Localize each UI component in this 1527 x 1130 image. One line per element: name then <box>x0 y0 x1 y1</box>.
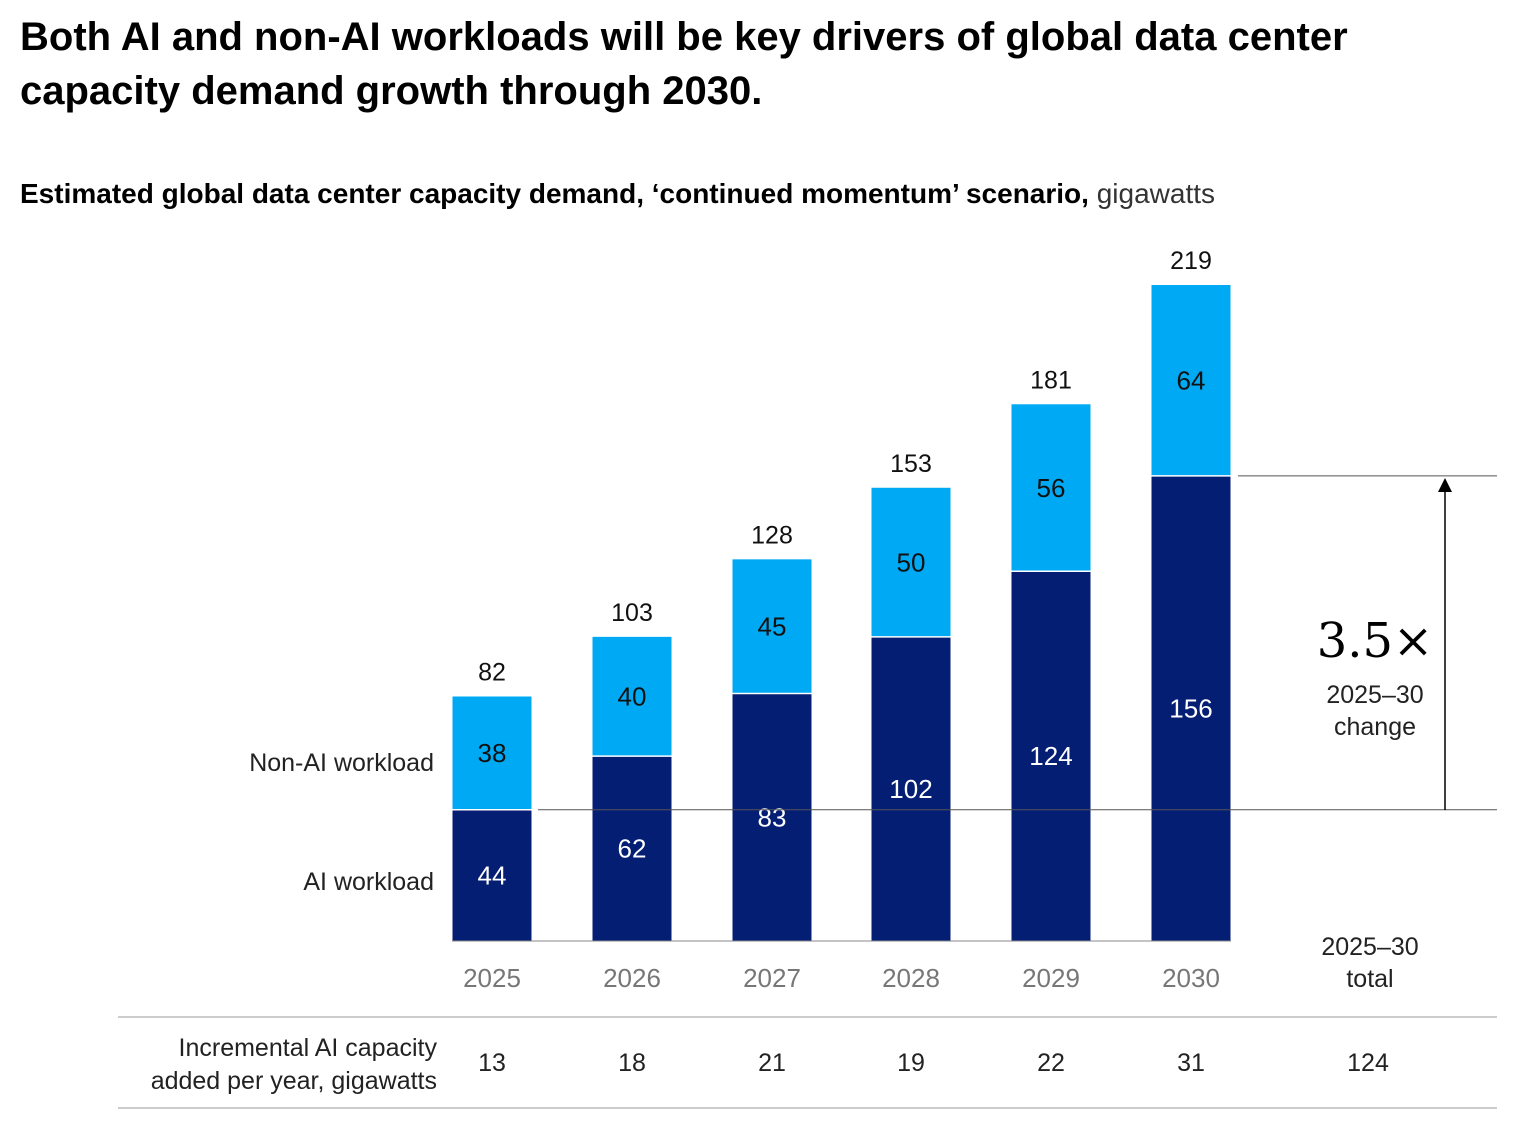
headline: Both AI and non-AI workloads will be key… <box>20 15 1348 113</box>
value-label-ai-2029: 124 <box>1029 741 1072 771</box>
bar-non-ai-2026 <box>592 636 672 757</box>
table-value-2028: 19 <box>897 1049 925 1077</box>
x-tick-label-2030: 2030 <box>1162 963 1220 993</box>
labels-group: 44 38 82 2025 62 40 103 2026 83 45 128 2027 102 50 153… <box>463 247 1220 993</box>
bar-non-ai-2029 <box>1011 404 1091 572</box>
total-label-2030: 219 <box>1170 247 1212 275</box>
total-label-2028: 153 <box>890 450 932 478</box>
bars-group <box>452 285 1231 941</box>
bar-ai-2030 <box>1151 475 1231 941</box>
arrow-up-icon <box>1438 478 1452 492</box>
chart-subtitle: Estimated global data center capacity de… <box>20 174 1510 214</box>
value-label-non-ai-2028: 50 <box>897 547 926 577</box>
value-label-ai-2025: 44 <box>478 860 507 890</box>
bar-ai-2028 <box>871 636 951 941</box>
change-multiplier: 3.5× <box>1317 613 1434 669</box>
bar-non-ai-2030 <box>1151 285 1231 476</box>
x-tick-label-2028: 2028 <box>882 963 940 993</box>
value-label-non-ai-2026: 40 <box>618 681 647 711</box>
total-label-2027: 128 <box>751 521 793 549</box>
table-row-label: Incremental AI capacity added per year, … <box>97 1032 437 1098</box>
table-value-2027: 21 <box>758 1049 786 1077</box>
subtitle-unit: gigawatts <box>1096 178 1216 209</box>
total-header-line1: 2025–30 <box>1321 933 1418 961</box>
bar-non-ai-2028 <box>871 487 951 637</box>
legend-ai-workload: AI workload <box>303 868 434 896</box>
bar-non-ai-2025 <box>452 696 532 810</box>
value-label-non-ai-2027: 45 <box>758 611 787 641</box>
bar-ai-2029 <box>1011 571 1091 941</box>
table-value-2030: 31 <box>1177 1049 1205 1077</box>
bar-non-ai-2027 <box>732 559 812 694</box>
bar-ai-2025 <box>452 809 532 941</box>
value-label-non-ai-2029: 56 <box>1037 473 1066 503</box>
x-tick-label-2026: 2026 <box>603 963 661 993</box>
change-label-line1: 2025–30 <box>1326 681 1423 709</box>
value-label-ai-2030: 156 <box>1169 693 1212 723</box>
value-label-ai-2027: 83 <box>758 802 787 832</box>
table-values-group: 13 18 21 19 22 31 <box>478 1049 1205 1077</box>
x-tick-label-2027: 2027 <box>743 963 801 993</box>
table-value-2029: 22 <box>1037 1049 1065 1077</box>
value-label-non-ai-2025: 38 <box>478 738 507 768</box>
total-label-2029: 181 <box>1030 366 1072 394</box>
bar-ai-2027 <box>732 693 812 941</box>
total-label-2026: 103 <box>611 599 653 627</box>
x-tick-label-2025: 2025 <box>463 963 521 993</box>
value-label-ai-2026: 62 <box>618 834 647 864</box>
subtitle-text: Estimated global data center capacity de… <box>20 178 1089 209</box>
value-label-non-ai-2030: 64 <box>1177 365 1206 395</box>
table-row-label-line2: added per year, gigawatts <box>150 1067 437 1095</box>
table-row-label-line1: Incremental AI capacity <box>178 1034 437 1062</box>
total-label-2025: 82 <box>478 658 506 686</box>
total-header-line2: total <box>1346 965 1393 993</box>
value-label-ai-2028: 102 <box>889 774 932 804</box>
legend-non-ai-workload: Non-AI workload <box>249 749 434 777</box>
table-value-2026: 18 <box>618 1049 646 1077</box>
change-label-line2: change <box>1334 713 1416 741</box>
x-tick-label-2029: 2029 <box>1022 963 1080 993</box>
table-value-2025: 13 <box>478 1049 506 1077</box>
bar-ai-2026 <box>592 756 672 941</box>
table-total-value: 124 <box>1347 1049 1389 1077</box>
